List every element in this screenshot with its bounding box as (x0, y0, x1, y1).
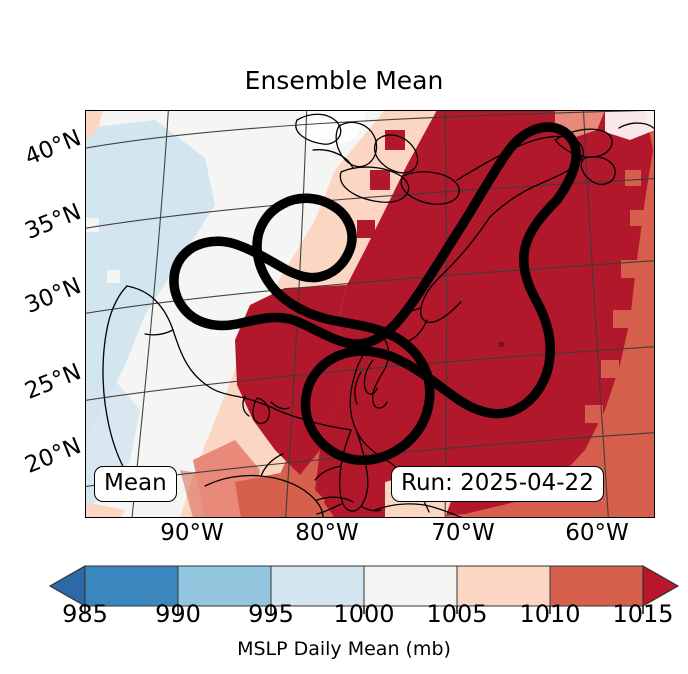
colorbar-tick: 995 (248, 600, 294, 628)
colorbar-svg (48, 564, 680, 614)
colorbar-band (549, 565, 644, 607)
colorbar-tick: 985 (62, 600, 108, 628)
colorbar-tick: 1005 (426, 600, 488, 628)
run-annotation-box: Run: 2025-04-22 (391, 466, 604, 502)
lon-tick-label: 60°W (565, 520, 629, 546)
lat-tick-label: 40°N (21, 124, 85, 171)
contour-1015 (169, 122, 581, 466)
colorbar-tick: 1010 (519, 600, 581, 628)
colorbar-band (177, 565, 272, 607)
colorbar-band (363, 565, 458, 607)
colorbar-over-arrow (642, 564, 680, 608)
colorbar-band (456, 565, 551, 607)
colorbar[interactable] (0, 558, 688, 618)
lat-tick-label: 25°N (21, 358, 85, 405)
lon-tick-label: 70°W (431, 520, 495, 546)
colorbar-band (270, 565, 365, 607)
colorbar-tick-labels: 985 990 995 1000 1005 1010 1015 (0, 600, 688, 634)
lat-tick-label: 20°N (21, 432, 85, 479)
colorbar-tick: 1000 (333, 600, 395, 628)
colorbar-axis-label: MSLP Daily Mean (mb) (237, 638, 451, 660)
colorbar-tick: 1015 (612, 600, 674, 628)
mslp-shading (85, 110, 655, 518)
lat-tick-label: 30°N (21, 272, 85, 319)
longitude-axis: 90°W 80°W 70°W 60°W (85, 520, 655, 550)
colorbar-band (84, 565, 179, 607)
lat-tick-label: 35°N (21, 198, 85, 245)
lon-tick-label: 80°W (295, 520, 359, 546)
title-line-1: Ensemble Mean (244, 66, 444, 95)
latitude-axis: 40°N 35°N 30°N 25°N 20°N (0, 110, 86, 520)
mean-annotation-box: Mean (94, 466, 177, 502)
map-svg (85, 110, 655, 518)
lon-tick-label: 90°W (160, 520, 224, 546)
colorbar-tick: 990 (155, 600, 201, 628)
map-plot-area[interactable] (85, 110, 655, 518)
